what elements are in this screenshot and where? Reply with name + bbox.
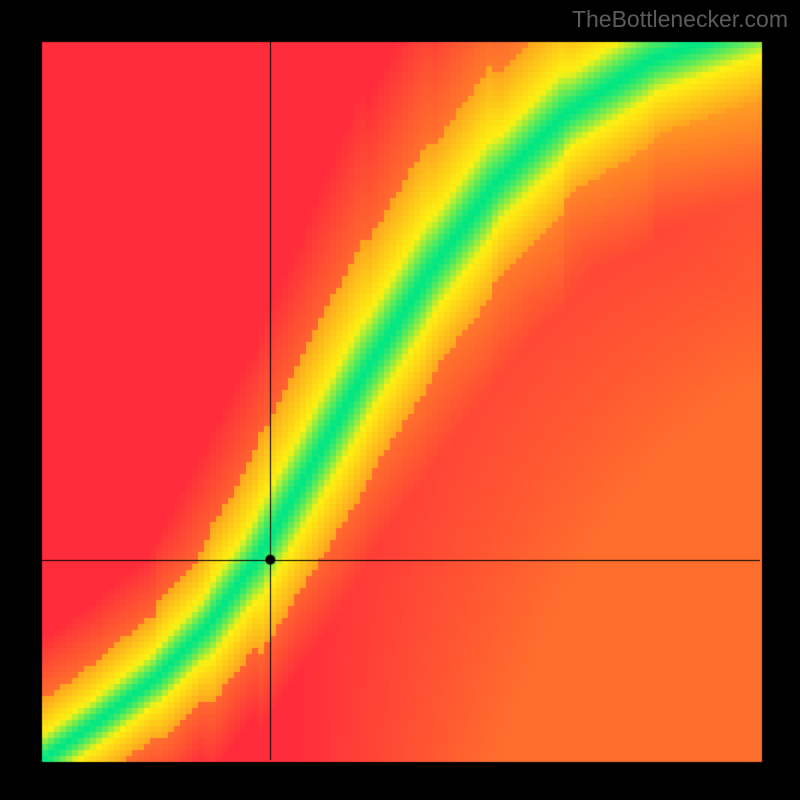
watermark-text: TheBottlenecker.com <box>572 6 788 33</box>
bottleneck-heatmap-canvas <box>0 0 800 800</box>
chart-container: TheBottlenecker.com <box>0 0 800 800</box>
